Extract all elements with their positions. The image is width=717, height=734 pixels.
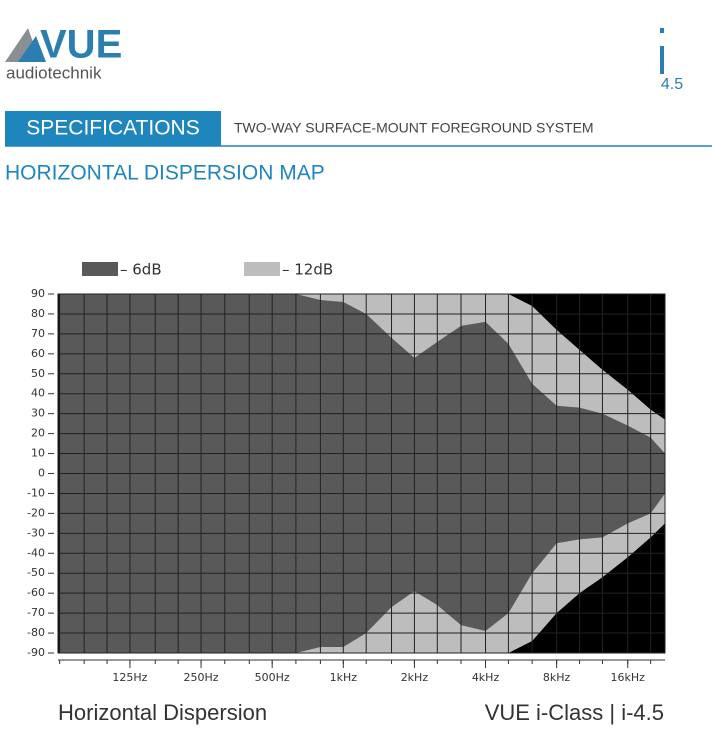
brand: VUE <box>40 23 122 67</box>
x-tick-label: 8kHz <box>543 671 571 684</box>
y-tick-label: -80 <box>27 626 45 639</box>
x-tick-label: 16kHz <box>611 671 646 684</box>
model: 4.5 <box>661 76 683 93</box>
y-tick-label: 0 <box>38 467 45 480</box>
section-badge <box>5 111 221 146</box>
y-tick-label: 40 <box>31 387 45 400</box>
x-tick-label: 2kHz <box>401 671 429 684</box>
section-label: SPECIFICATIONS <box>26 117 199 140</box>
y-tick-label: -70 <box>27 606 45 619</box>
legend-label: – 12dB <box>282 261 333 279</box>
chart: 90 80 70 60 50 40 30 20 10 0 -10 -20 -30 -40 -50 -60 -70… <box>27 261 666 684</box>
model-i-dot <box>660 28 664 33</box>
x-tick-label: 1kHz <box>330 671 358 684</box>
logo-mark <box>18 36 46 62</box>
y-tick-label: 50 <box>31 367 45 380</box>
brand-sub: audiotechnik <box>6 63 102 82</box>
x-tick-label: 250Hz <box>184 671 219 684</box>
section-subtitle: TWO-WAY SURFACE-MOUNT FOREGROUND SYSTEM <box>234 120 594 136</box>
y-tick-label: 10 <box>31 447 45 460</box>
legend-label: – 6dB <box>120 261 162 279</box>
y-tick-label: 70 <box>31 327 45 340</box>
y-tick-label: -30 <box>27 526 45 539</box>
legend-swatch <box>244 262 280 276</box>
y-tick-label: -20 <box>27 506 45 519</box>
footer-right: VUE i-Class | i-4.5 <box>485 700 664 725</box>
y-tick-label: 80 <box>31 307 45 320</box>
y-tick-label: -40 <box>27 546 45 559</box>
y-tick-label: 60 <box>31 347 45 360</box>
footer-left: Horizontal Dispersion <box>58 700 267 725</box>
x-tick-label: 500Hz <box>255 671 290 684</box>
y-tick-label: -50 <box>27 566 45 579</box>
y-tick-label: 20 <box>31 427 45 440</box>
plot-frame <box>57 293 666 654</box>
model-i <box>660 46 664 74</box>
y-tick-label: 90 <box>31 287 45 300</box>
x-tick-label: 4kHz <box>472 671 500 684</box>
x-tick-label: 125Hz <box>112 671 147 684</box>
y-tick-label: 30 <box>31 407 45 420</box>
legend-swatch <box>82 262 118 276</box>
y-tick-label: -90 <box>27 646 45 659</box>
y-tick-label: -60 <box>27 586 45 599</box>
y-tick-label: -10 <box>27 486 45 499</box>
heading: HORIZONTAL DISPERSION MAP <box>5 162 325 185</box>
